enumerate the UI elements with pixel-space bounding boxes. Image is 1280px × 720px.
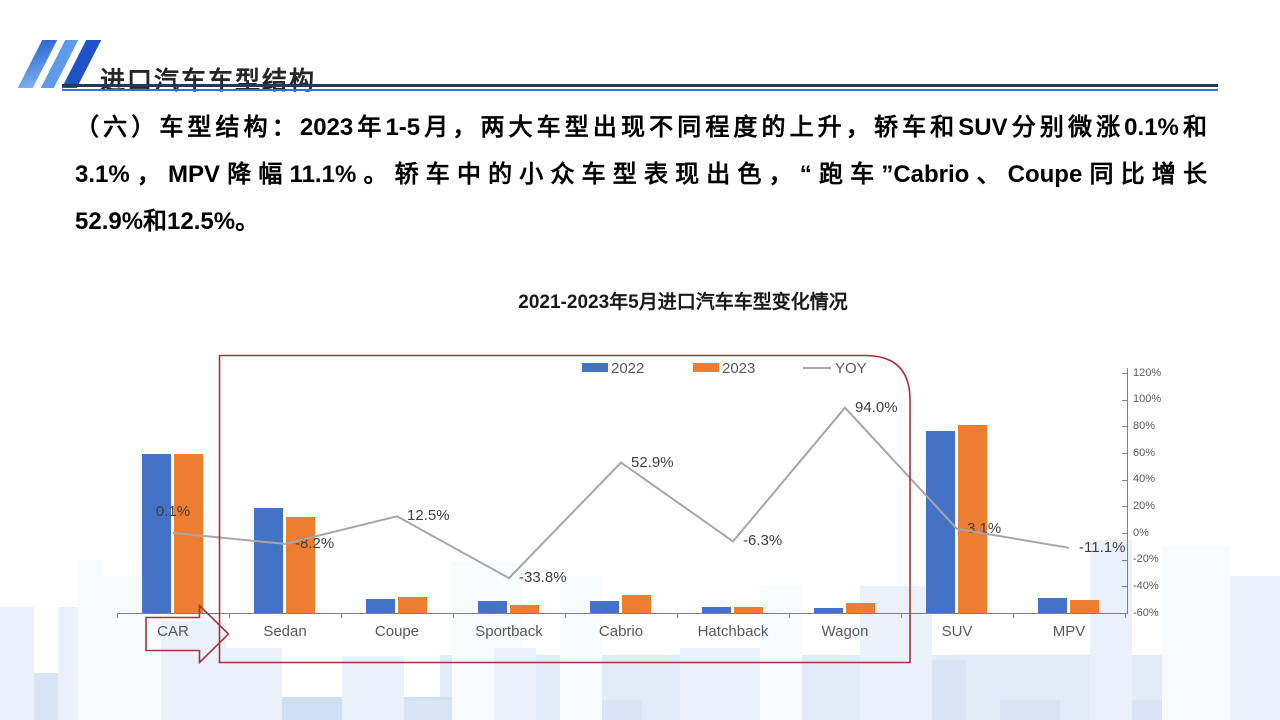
yoy-label-coupe: 12.5% bbox=[407, 507, 450, 525]
yoy-label-cabrio: 52.9% bbox=[631, 453, 674, 471]
legend-label-2023: 2023 bbox=[722, 360, 756, 377]
right-axis-label: 120% bbox=[1133, 366, 1162, 379]
right-axis-tick bbox=[1122, 613, 1128, 614]
right-axis-label: 100% bbox=[1133, 393, 1162, 406]
bar-2023-cabrio bbox=[622, 594, 651, 613]
skyline-block bbox=[404, 700, 452, 720]
header-divider-dark bbox=[62, 84, 1218, 87]
right-axis-label: 40% bbox=[1133, 473, 1156, 486]
right-axis-label: -60% bbox=[1133, 606, 1159, 619]
skyline-block bbox=[101, 576, 141, 720]
skyline-block bbox=[34, 673, 58, 720]
yoy-label-wagon: 94.0% bbox=[855, 398, 898, 416]
right-axis-tick bbox=[1122, 399, 1128, 401]
category-label-wagon: Wagon bbox=[821, 623, 869, 640]
right-axis-tick bbox=[1122, 426, 1128, 428]
right-axis-line bbox=[1127, 368, 1128, 614]
right-axis-label: 0% bbox=[1133, 526, 1149, 539]
right-axis-label: -40% bbox=[1133, 579, 1159, 592]
category-label-cabrio: Cabrio bbox=[598, 623, 644, 640]
bar-2023-mpv bbox=[1070, 599, 1099, 613]
right-axis-tick bbox=[1122, 373, 1128, 374]
bar-2023-sportback bbox=[510, 605, 539, 613]
paragraph-line-1: （六）车型结构：2023年1-5月，两大车型出现不同程度的上升，轿车和SUV分别… bbox=[75, 114, 1207, 141]
skyline-block bbox=[1090, 540, 1132, 720]
bar-2023-sedan bbox=[286, 516, 315, 613]
right-axis-tick bbox=[1122, 559, 1128, 561]
legend-label-YOY: YOY bbox=[835, 360, 867, 377]
skyline-block bbox=[1000, 700, 1060, 720]
yoy-label-suv: 3.1% bbox=[967, 519, 1002, 537]
bar-2023-car bbox=[174, 453, 203, 613]
category-label-coupe: Coupe bbox=[374, 623, 420, 640]
x-axis-tick bbox=[1013, 613, 1014, 618]
x-axis-tick bbox=[789, 613, 790, 618]
right-axis-label: -20% bbox=[1133, 553, 1159, 566]
x-axis-tick bbox=[341, 613, 342, 618]
skyline-block bbox=[1230, 576, 1280, 720]
category-label-mpv: MPV bbox=[1052, 623, 1086, 640]
category-label-sedan: Sedan bbox=[263, 623, 307, 640]
category-label-sportback: Sportback bbox=[475, 623, 543, 640]
bar-2022-sportback bbox=[478, 600, 507, 613]
yoy-label-hatchback: -6.3% bbox=[743, 532, 783, 550]
bar-2022-mpv bbox=[1038, 597, 1067, 613]
bar-2022-coupe bbox=[366, 598, 395, 613]
right-axis-label: 60% bbox=[1133, 446, 1156, 459]
paragraph-line-2: 3.1%，MPV降幅11.1%。轿车中的小众车型表现出色，“跑车”Cabrio、… bbox=[75, 161, 1207, 188]
legend-swatch-2023 bbox=[693, 363, 719, 372]
category-label-hatchback: Hatchback bbox=[697, 623, 769, 640]
right-axis-tick bbox=[1122, 506, 1128, 508]
skyline-block bbox=[602, 700, 642, 720]
bar-2022-suv bbox=[926, 430, 955, 613]
legend-swatch-YOY bbox=[803, 367, 831, 369]
skyline-block bbox=[1162, 546, 1230, 720]
skyline-block bbox=[58, 607, 78, 720]
bar-2023-coupe bbox=[398, 597, 427, 613]
yoy-label-sedan: -8.2% bbox=[295, 534, 335, 552]
legend-label-2022: 2022 bbox=[611, 360, 645, 377]
bar-2023-wagon bbox=[846, 603, 875, 613]
skyline-block bbox=[932, 660, 966, 720]
bar-2022-car bbox=[142, 454, 171, 613]
paragraph-line-3: 52.9%和12.5%。 bbox=[75, 208, 260, 235]
yoy-label-sportback: -33.8% bbox=[519, 569, 567, 587]
x-axis-tick bbox=[453, 613, 454, 618]
yoy-label-mpv: -11.1% bbox=[1079, 538, 1126, 556]
header-divider-blue bbox=[62, 89, 1218, 91]
bar-2022-sedan bbox=[254, 508, 283, 613]
x-axis-tick bbox=[117, 613, 118, 618]
right-axis-label: 80% bbox=[1133, 419, 1156, 432]
category-label-suv: SUV bbox=[941, 623, 973, 640]
right-axis-tick bbox=[1122, 533, 1128, 534]
right-axis-tick bbox=[1122, 479, 1128, 481]
x-axis-tick bbox=[229, 613, 230, 618]
x-axis-line bbox=[117, 613, 1127, 614]
x-axis-tick bbox=[901, 613, 902, 618]
bar-2022-cabrio bbox=[590, 600, 619, 613]
skyline-block bbox=[342, 656, 404, 720]
right-axis-tick bbox=[1122, 453, 1128, 454]
legend-swatch-2022 bbox=[582, 363, 608, 372]
x-axis-tick bbox=[677, 613, 678, 618]
chart-title: 2021-2023年5月进口汽车车型变化情况 bbox=[518, 292, 848, 313]
skyline-block bbox=[78, 560, 101, 720]
x-axis-tick bbox=[1125, 613, 1126, 618]
body-paragraph: （六）车型结构：2023年1-5月，两大车型出现不同程度的上升，轿车和SUV分别… bbox=[75, 104, 1207, 245]
yoy-label-car: 0.1% bbox=[155, 502, 191, 520]
page-title: 进口汽车车型结构 bbox=[100, 66, 317, 95]
category-label-car: CAR bbox=[157, 623, 189, 640]
skyline-block bbox=[1132, 700, 1162, 720]
x-axis-tick bbox=[565, 613, 566, 618]
right-axis-tick bbox=[1122, 586, 1128, 588]
right-axis-label: 20% bbox=[1133, 499, 1156, 512]
logo-slashes-icon bbox=[17, 40, 102, 88]
skyline-block bbox=[0, 607, 34, 720]
